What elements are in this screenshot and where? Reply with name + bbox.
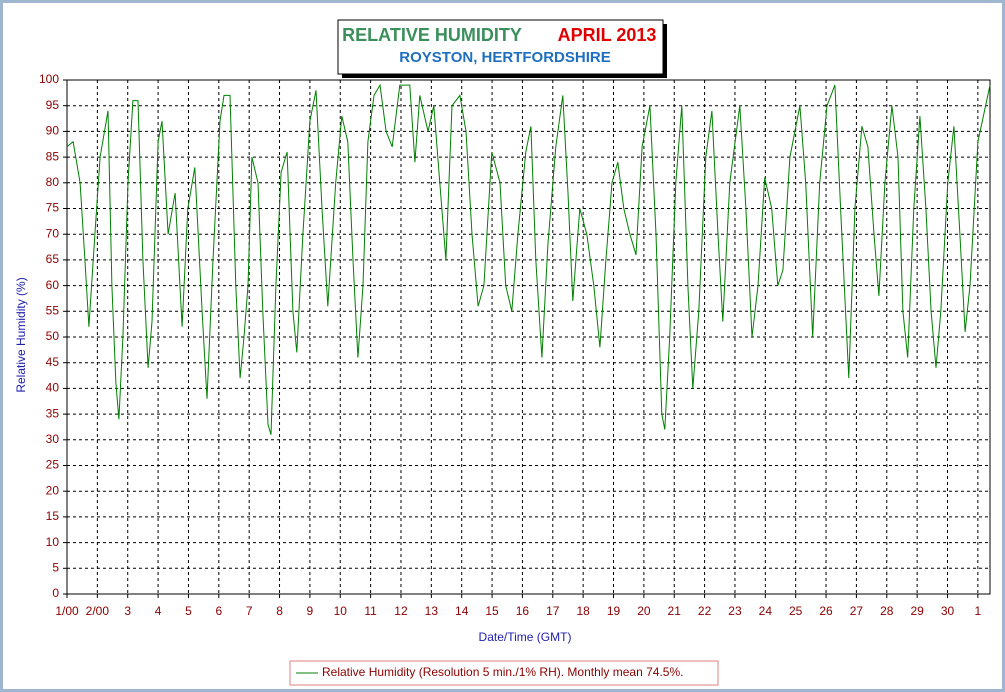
chart-title: RELATIVE HUMIDITY xyxy=(342,25,522,45)
x-tick-label: 5 xyxy=(185,604,192,618)
x-tick-label: 24 xyxy=(759,604,773,618)
x-tick-label: 26 xyxy=(819,604,833,618)
y-tick-label: 20 xyxy=(46,483,60,497)
chart-subtitle: ROYSTON, HERTFORDSHIRE xyxy=(399,49,610,66)
x-tick-label: 18 xyxy=(576,604,590,618)
x-tick-label: 12 xyxy=(394,604,408,618)
x-tick-label: 22 xyxy=(698,604,712,618)
y-tick-label: 80 xyxy=(46,175,60,189)
y-tick-label: 75 xyxy=(46,201,60,215)
x-tick-label: 30 xyxy=(941,604,955,618)
y-tick-label: 85 xyxy=(46,149,60,163)
x-tick-label: 21 xyxy=(668,604,682,618)
x-tick-label: 2/00 xyxy=(86,604,110,618)
x-tick-label: 20 xyxy=(637,604,651,618)
x-tick-label: 8 xyxy=(276,604,283,618)
x-tick-label: 29 xyxy=(910,604,924,618)
x-tick-label: 9 xyxy=(307,604,314,618)
y-tick-label: 15 xyxy=(46,509,60,523)
x-tick-label: 7 xyxy=(246,604,253,618)
x-tick-label: 11 xyxy=(364,604,377,618)
y-axis-label: Relative Humidity (%) xyxy=(14,277,28,392)
y-tick-label: 60 xyxy=(46,278,60,292)
x-tick-label: 4 xyxy=(155,604,162,618)
x-tick-label: 16 xyxy=(516,604,530,618)
x-tick-label: 10 xyxy=(334,604,348,618)
y-tick-label: 95 xyxy=(46,98,60,112)
x-tick-label: 6 xyxy=(215,604,222,618)
x-tick-label: 17 xyxy=(546,604,560,618)
y-tick-label: 10 xyxy=(46,535,60,549)
x-tick-label: 13 xyxy=(425,604,439,618)
y-tick-label: 90 xyxy=(46,124,60,138)
y-tick-label: 55 xyxy=(46,303,60,317)
title-box xyxy=(337,19,664,75)
y-tick-label: 100 xyxy=(39,72,59,86)
x-tick-label: 25 xyxy=(789,604,803,618)
y-tick-label: 30 xyxy=(46,432,60,446)
x-tick-label: 27 xyxy=(850,604,864,618)
x-tick-label: 19 xyxy=(607,604,621,618)
x-tick-label: 1 xyxy=(975,604,982,618)
y-tick-label: 25 xyxy=(46,458,60,472)
x-tick-label: 28 xyxy=(880,604,894,618)
x-axis-label: Date/Time (GMT) xyxy=(479,630,572,644)
y-tick-label: 35 xyxy=(46,406,60,420)
y-tick-label: 40 xyxy=(46,381,60,395)
x-tick-label: 3 xyxy=(124,604,131,618)
legend-box xyxy=(289,660,719,686)
x-tick-label: 15 xyxy=(485,604,499,618)
y-tick-label: 70 xyxy=(46,226,60,240)
y-tick-label: 5 xyxy=(52,560,59,574)
x-tick-label: 14 xyxy=(455,604,469,618)
x-tick-label: 1/00 xyxy=(55,604,79,618)
data-line xyxy=(66,83,991,435)
y-tick-label: 50 xyxy=(46,329,60,343)
x-tick-label: 23 xyxy=(728,604,742,618)
y-tick-label: 65 xyxy=(46,252,60,266)
plot-border xyxy=(66,79,991,595)
legend-label: Relative Humidity (Resolution 5 min./1% … xyxy=(322,665,683,679)
y-tick-label: 45 xyxy=(46,355,60,369)
y-tick-label: 0 xyxy=(52,586,59,600)
chart-period: APRIL 2013 xyxy=(558,25,657,45)
